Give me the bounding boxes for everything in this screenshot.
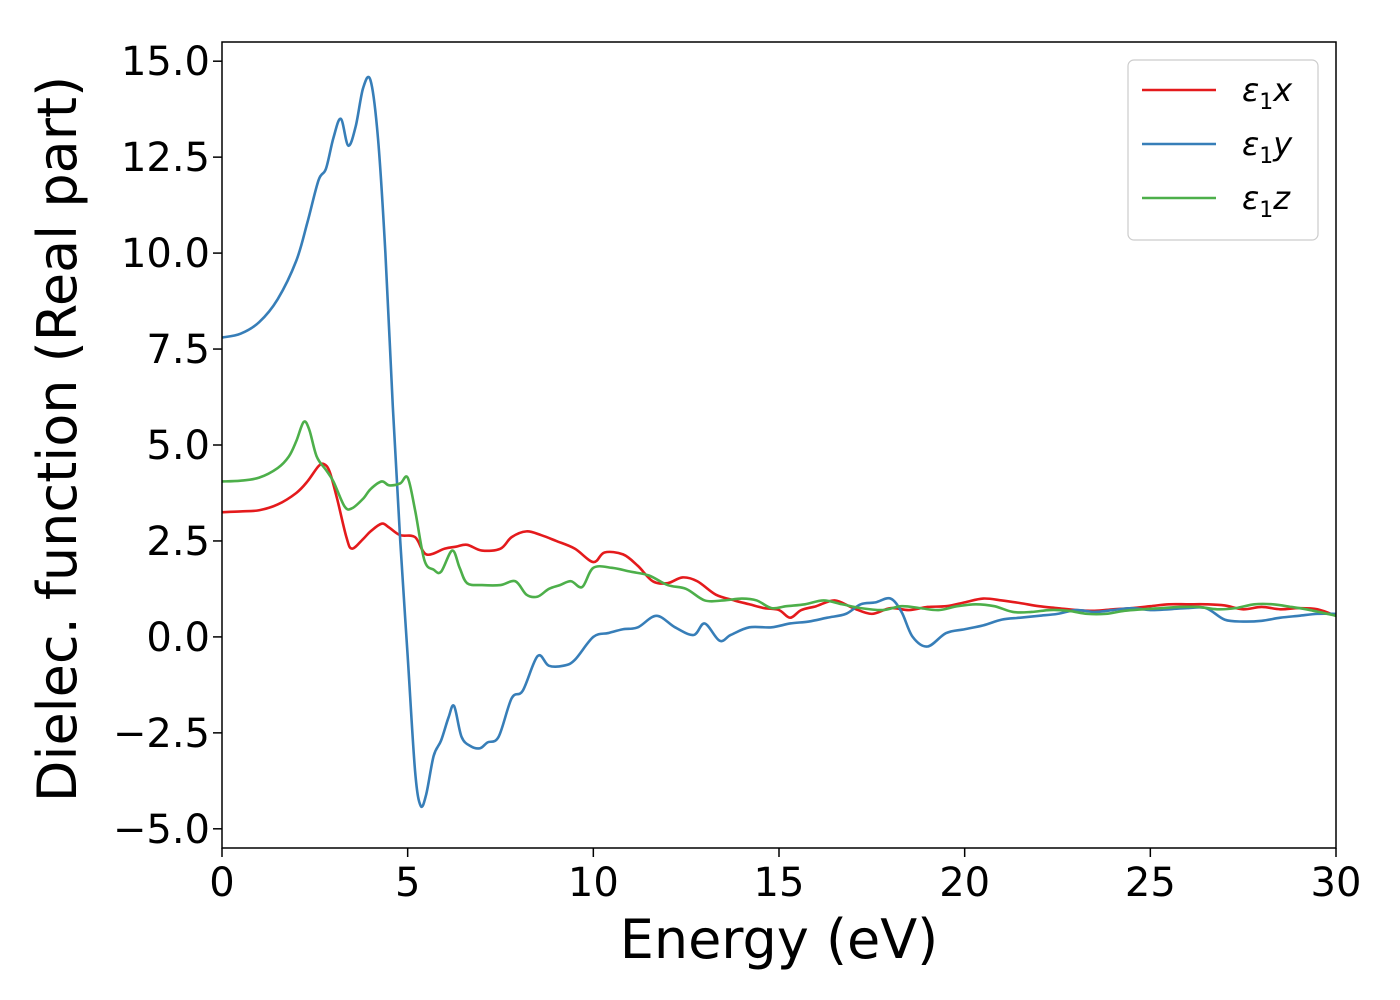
y-tick-label: 7.5 [146,327,210,373]
x-tick-label: 30 [1311,860,1362,906]
y-tick-label: 10.0 [121,231,210,277]
legend-box [1127,59,1319,241]
series-line-z [222,420,1336,618]
y-axis-label: Dielec. function (Real part) [26,76,89,802]
y-tick-label: 5.0 [146,423,210,469]
y-tick-label: 0.0 [146,615,210,661]
x-tick-label: 20 [939,860,990,906]
x-tick-label: 0 [209,860,234,906]
legend-label-base: ε [1242,71,1259,109]
y-tick-label: −2.5 [113,711,210,757]
x-tick-label: 5 [395,860,420,906]
legend-label-y: ε1y [1242,125,1293,169]
legend-label-z: ε1z [1242,179,1291,223]
x-tick-label: 10 [568,860,619,906]
legend-label-subscript: 1 [1259,144,1273,169]
legend-label-variable: z [1272,179,1291,217]
y-tick-label: 12.5 [121,135,210,181]
y-axis: −5.0 −2.5 0.0 2.5 5.0 7.5 10.0 12.5 15.0 [113,39,222,853]
legend-label-variable: y [1272,125,1293,163]
legend-label-base: ε [1242,179,1259,217]
y-tick-label: 2.5 [146,519,210,565]
legend-label-x: ε1x [1242,71,1293,115]
y-tick-label: 15.0 [121,39,210,85]
legend-label-variable: x [1272,71,1293,109]
legend-label-subscript: 1 [1259,198,1273,223]
y-tick-label: −5.0 [113,807,210,853]
legend-label-subscript: 1 [1259,90,1273,115]
x-tick-label: 25 [1125,860,1176,906]
x-axis-label: Energy (eV) [620,908,939,971]
series-line-x [222,462,1336,620]
series-layer [222,75,1336,809]
legend-label-base: ε [1242,125,1259,163]
x-axis: 0 5 10 15 20 25 30 [209,848,1361,906]
x-tick-label: 15 [754,860,805,906]
series-line-y [222,75,1336,809]
